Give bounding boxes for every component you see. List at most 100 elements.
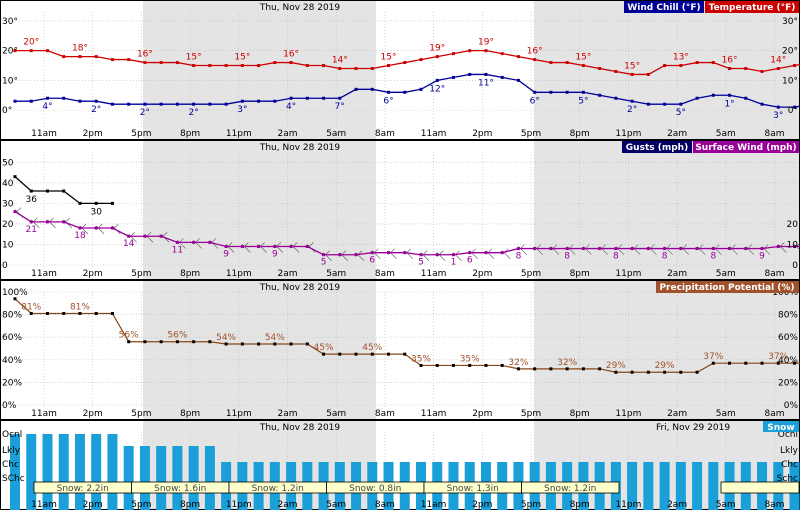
precip-point <box>614 370 618 374</box>
x-tick-label: 11am <box>31 129 57 139</box>
temperature-data-label: 14° <box>332 56 348 66</box>
x-tick-label: 2am <box>667 409 687 419</box>
precip-point <box>403 352 407 356</box>
precip-point <box>45 311 49 315</box>
temperature-line <box>15 50 800 76</box>
night-shade <box>143 281 376 420</box>
x-tick-label: 5am <box>716 269 736 279</box>
precip-point <box>354 352 358 356</box>
wind-chill-point <box>159 102 163 106</box>
wind-chill-point <box>62 96 66 100</box>
precip-point <box>793 361 797 365</box>
precip-point <box>549 367 553 371</box>
precip-point <box>419 363 423 367</box>
temperature-point <box>581 64 585 68</box>
y-tick-label: 0 <box>2 261 8 271</box>
y-tick-label: 0% <box>784 401 799 411</box>
gusts-data-label: 36 <box>26 195 38 205</box>
x-tick-label: 8am <box>764 409 784 419</box>
x-tick-label: 5pm <box>131 269 151 279</box>
snow-bar <box>172 446 183 510</box>
wind-chill-data-label: 5° <box>676 108 686 118</box>
snow-bar <box>26 434 37 510</box>
temperature-point <box>143 61 147 65</box>
wind-chill-point <box>289 96 293 100</box>
snow-bar <box>204 446 215 510</box>
surface-wind-data-label: 8 <box>564 252 570 262</box>
y-tick-label: 0° <box>2 106 12 116</box>
x-tick-label: 5am <box>326 129 346 139</box>
y-tick-label: 30° <box>782 17 798 27</box>
temperature-data-label: 14° <box>770 56 786 66</box>
x-tick-label: 11am <box>421 269 447 279</box>
y-tick-label: 10° <box>782 76 798 86</box>
wind-chill-point <box>516 78 520 82</box>
x-tick-label: 11pm <box>615 409 641 419</box>
wind-chill-point <box>435 78 439 82</box>
legend-wind-chill: Wind Chill (°F) <box>627 3 700 13</box>
wind-chill-point <box>78 99 82 103</box>
legend-swatch-gusts <box>622 141 692 153</box>
wind-chill-point <box>614 96 618 100</box>
x-tick-label: 8pm <box>570 269 590 279</box>
temperature-point <box>192 64 196 68</box>
y-tick-label: 30° <box>2 17 18 27</box>
snow-category-label: Lkly <box>780 446 799 456</box>
temperature-point <box>240 64 244 68</box>
precip-point <box>175 340 179 344</box>
snow-bar <box>139 446 150 510</box>
x-tick-label: 2pm <box>83 500 103 510</box>
x-tick-label: 8am <box>764 500 784 510</box>
temperature-point <box>62 55 66 59</box>
temperature-data-label: 15° <box>575 53 591 63</box>
precip-point <box>224 342 228 346</box>
precip-point <box>468 363 472 367</box>
legend-snow: Snow <box>767 423 794 433</box>
temperature-point <box>175 61 179 65</box>
temperature-point <box>127 58 131 62</box>
surface-wind-point <box>354 253 358 257</box>
temperature-point <box>679 64 683 68</box>
surface-wind-point <box>533 247 537 251</box>
y-tick-label: 20 <box>2 220 14 230</box>
snow-bar <box>107 434 118 510</box>
wind-chill-point <box>208 102 212 106</box>
wind-chill-point <box>646 102 650 106</box>
x-tick-label: 11am <box>31 409 57 419</box>
x-tick-label: 5pm <box>131 409 151 419</box>
gusts-point <box>78 201 82 205</box>
snow-category-label: Ocnl <box>2 430 22 440</box>
surface-wind-data-label: 5 <box>418 258 424 268</box>
x-tick-label: 2am <box>667 500 687 510</box>
precip-point <box>143 340 147 344</box>
surface-wind-point <box>45 220 49 224</box>
y-tick-label: 40 <box>2 179 14 189</box>
legend-swatch-surface-wind <box>693 141 799 153</box>
wind-chill-point <box>565 90 569 94</box>
surface-wind-point <box>711 247 715 251</box>
temperature-data-label: 18° <box>72 44 88 54</box>
data-layer <box>10 49 800 510</box>
y-tick-label: 0° <box>788 106 798 116</box>
precip-point <box>533 367 537 371</box>
wind-chill-point <box>533 90 537 94</box>
precip-point <box>435 363 439 367</box>
panel-date: Thu, Nov 28 2019 <box>259 283 341 293</box>
snow-bar <box>58 434 69 510</box>
temperature-point <box>500 52 504 56</box>
y-tick-label: 40% <box>778 356 798 366</box>
precip-point <box>598 367 602 371</box>
x-tick-label: 5am <box>716 129 736 139</box>
wind-chill-point <box>192 102 196 106</box>
wind-chill-data-label: 11° <box>478 78 494 88</box>
wind-chill-point <box>127 102 131 106</box>
snow-bar <box>74 434 85 510</box>
x-tick-label: 5am <box>716 409 736 419</box>
y-tick-label: 80% <box>2 311 22 321</box>
precip-data-label: 45% <box>314 343 334 353</box>
precip-point <box>744 361 748 365</box>
x-tick-label: 2pm <box>472 269 492 279</box>
x-tick-label: 11pm <box>226 269 252 279</box>
